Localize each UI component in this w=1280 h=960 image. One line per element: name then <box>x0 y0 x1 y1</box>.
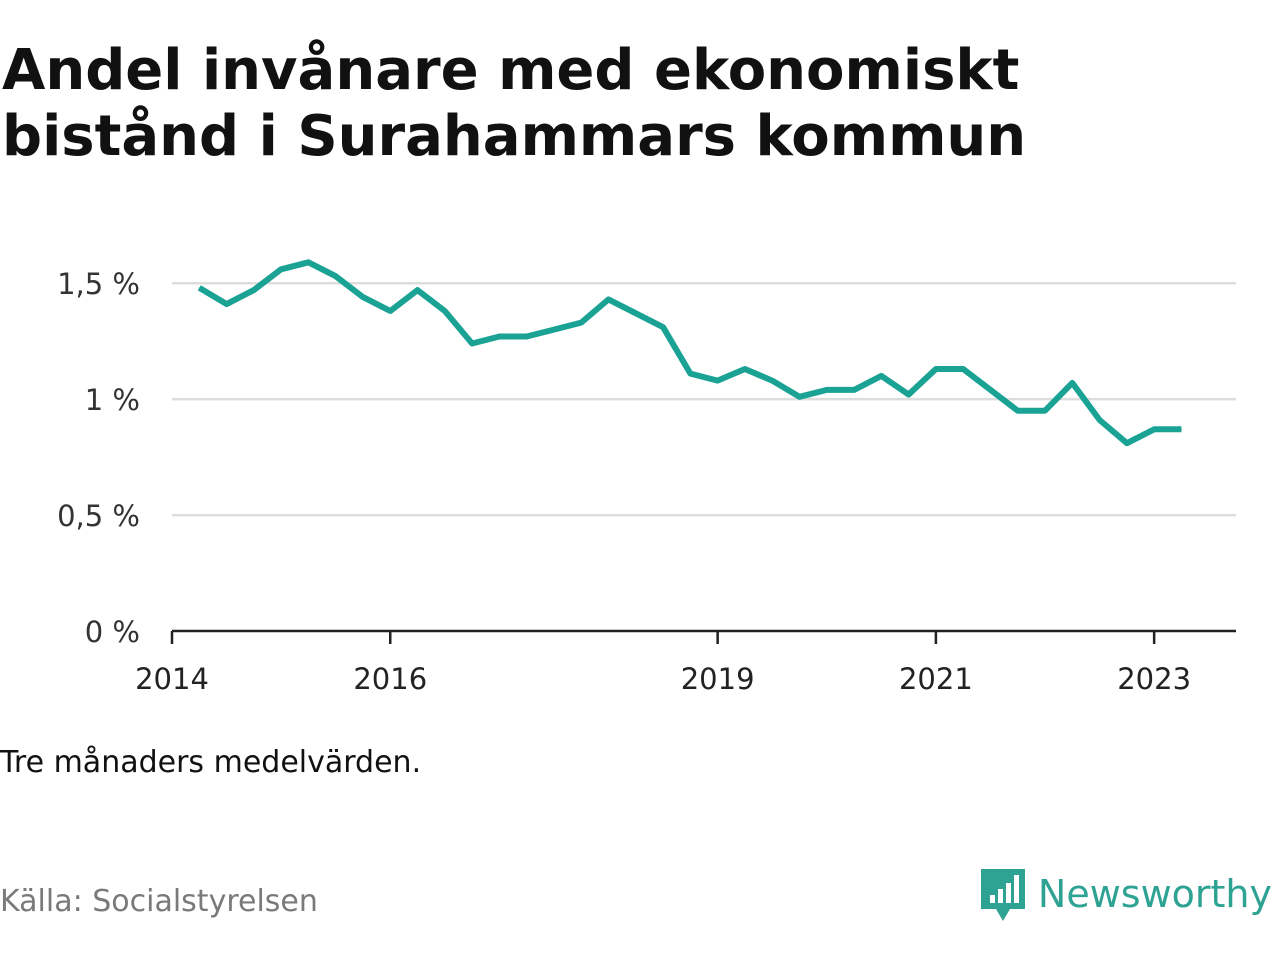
x-tick-label: 2021 <box>899 662 973 696</box>
data-point <box>853 389 855 391</box>
grid-lines <box>172 281 1236 517</box>
line-chart: 0 % 0,5 % 1 % 1,5 % 2014 2016 2019 2021 2023 <box>57 259 1236 696</box>
data-point <box>826 389 828 391</box>
data-point <box>417 289 419 291</box>
data-point <box>1017 410 1019 412</box>
x-tick-label: 2014 <box>135 662 209 696</box>
data-point <box>1126 442 1128 444</box>
data-point <box>1071 382 1073 384</box>
data-point <box>635 312 637 314</box>
data-point <box>389 310 391 312</box>
brand-logo: Newsworthy <box>978 862 1272 926</box>
data-point <box>553 329 555 331</box>
data-point <box>1153 428 1155 430</box>
data-point <box>1044 410 1046 412</box>
data-point <box>771 380 773 382</box>
chart-title: Andel invånare med ekonomiskt bistånd i … <box>2 38 1027 169</box>
x-axis-ticks: 2014 2016 2019 2021 2023 <box>135 631 1191 696</box>
data-point <box>471 342 473 344</box>
brand-name: Newsworthy <box>1037 872 1272 916</box>
data-point <box>989 389 991 391</box>
chart-note: Tre månaders medelvärden. <box>0 745 422 780</box>
data-point <box>608 298 610 300</box>
data-point <box>198 287 200 289</box>
data-point <box>307 261 309 263</box>
series-line <box>197 259 1182 447</box>
series-layer <box>197 259 1182 447</box>
data-point <box>362 296 364 298</box>
data-point <box>444 310 446 312</box>
y-tick-label: 1 % <box>85 383 140 417</box>
data-point <box>962 368 964 370</box>
data-point <box>935 368 937 370</box>
data-point <box>689 373 691 375</box>
data-point <box>880 375 882 377</box>
x-tick-label: 2023 <box>1117 662 1191 696</box>
data-point <box>580 322 582 324</box>
data-point <box>226 303 228 305</box>
data-point <box>253 289 255 291</box>
data-point <box>798 396 800 398</box>
y-axis-ticks: 0 % 0,5 % 1 % 1,5 % <box>57 267 140 649</box>
data-point <box>717 380 719 382</box>
source-text: Källa: Socialstyrelsen <box>0 884 318 919</box>
data-point <box>662 326 664 328</box>
data-point <box>1099 419 1101 421</box>
data-point <box>498 336 500 338</box>
data-point <box>744 368 746 370</box>
y-tick-label: 1,5 % <box>57 267 140 301</box>
data-point <box>908 393 910 395</box>
y-tick-label: 0 % <box>85 615 140 649</box>
data-point <box>335 275 337 277</box>
data-point <box>526 336 528 338</box>
x-tick-label: 2019 <box>681 662 755 696</box>
y-tick-label: 0,5 % <box>57 499 140 533</box>
data-point <box>280 268 282 270</box>
newsworthy-logo-icon <box>980 869 1025 921</box>
data-point <box>1180 428 1182 430</box>
x-tick-label: 2016 <box>353 662 427 696</box>
